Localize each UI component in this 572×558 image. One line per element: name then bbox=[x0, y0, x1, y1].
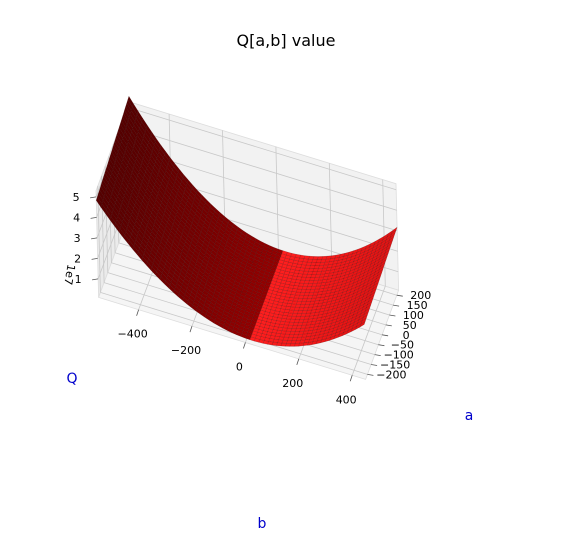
z-tick-label: 2 bbox=[74, 252, 81, 265]
y-tick-mark bbox=[371, 364, 378, 366]
y-tick-mark bbox=[367, 374, 374, 376]
y-tick-label: −50 bbox=[391, 339, 414, 352]
y-tick-mark bbox=[396, 294, 403, 297]
z-tick-mark bbox=[90, 196, 97, 199]
surface-plot bbox=[96, 95, 398, 347]
grid-line-b-back bbox=[382, 179, 386, 287]
z-axis-label: Q bbox=[66, 371, 77, 387]
grid-line-b-back bbox=[275, 146, 279, 254]
y-tick-mark bbox=[378, 344, 385, 347]
y-tick-label: −150 bbox=[380, 359, 410, 372]
x-tick-label: 200 bbox=[282, 377, 303, 390]
y-tick-mark bbox=[382, 334, 389, 337]
x-tick-label: 400 bbox=[336, 393, 357, 406]
z-tick-label: 4 bbox=[73, 211, 80, 224]
x-tick-label: 0 bbox=[236, 361, 243, 374]
grid-line-z-back bbox=[130, 148, 398, 232]
z-tick-mark bbox=[92, 278, 99, 281]
y-axis-label: a bbox=[465, 408, 474, 424]
x-tick-mark bbox=[136, 309, 139, 316]
y-tick-mark bbox=[389, 314, 396, 317]
z-tick-label: 1 bbox=[75, 273, 82, 286]
y-tick-label: 50 bbox=[403, 319, 417, 332]
chart-title: Q[a,b] value bbox=[237, 31, 336, 50]
z-tick-label: 3 bbox=[74, 232, 81, 245]
z-tick-mark bbox=[91, 237, 98, 240]
grid-line-z-back bbox=[129, 107, 397, 191]
y-tick-label: 150 bbox=[407, 299, 428, 312]
y-tick-mark bbox=[385, 324, 392, 327]
y-tick-mark bbox=[393, 304, 400, 307]
grid-line-z-back bbox=[129, 127, 397, 211]
y-tick-label: −100 bbox=[384, 349, 414, 362]
z-offset-label: 1e7 bbox=[61, 263, 77, 286]
z-tick-mark bbox=[90, 217, 97, 219]
y-tick-mark bbox=[374, 354, 381, 356]
tick-labels: −400−2000200400−200−150−100−500501001502… bbox=[73, 191, 432, 406]
z-tick-mark bbox=[91, 258, 98, 260]
surface-patch bbox=[127, 95, 134, 108]
x-tick-mark bbox=[296, 358, 300, 366]
x-tick-mark bbox=[349, 375, 353, 382]
x-axis-label: b bbox=[258, 516, 267, 532]
y-tick-label: 100 bbox=[403, 309, 424, 322]
y-tick-label: 200 bbox=[410, 289, 431, 302]
grid-line-b-back bbox=[328, 163, 333, 270]
x-tick-mark bbox=[243, 342, 246, 349]
y-tick-label: −200 bbox=[376, 368, 406, 381]
x-tick-label: −200 bbox=[171, 344, 201, 357]
x-tick-label: −400 bbox=[117, 328, 147, 341]
y-tick-label: 0 bbox=[403, 329, 410, 342]
surface-patch bbox=[391, 226, 398, 234]
x-tick-mark bbox=[189, 325, 193, 333]
z-tick-label: 5 bbox=[73, 191, 80, 204]
